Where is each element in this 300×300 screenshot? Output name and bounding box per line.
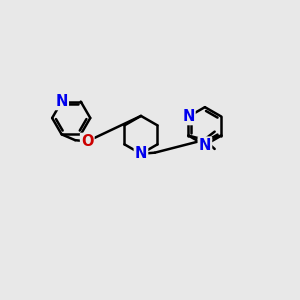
Text: N: N (182, 109, 195, 124)
Text: N: N (199, 137, 211, 152)
Text: O: O (81, 134, 94, 149)
Text: N: N (56, 94, 68, 109)
Text: N: N (135, 146, 147, 161)
